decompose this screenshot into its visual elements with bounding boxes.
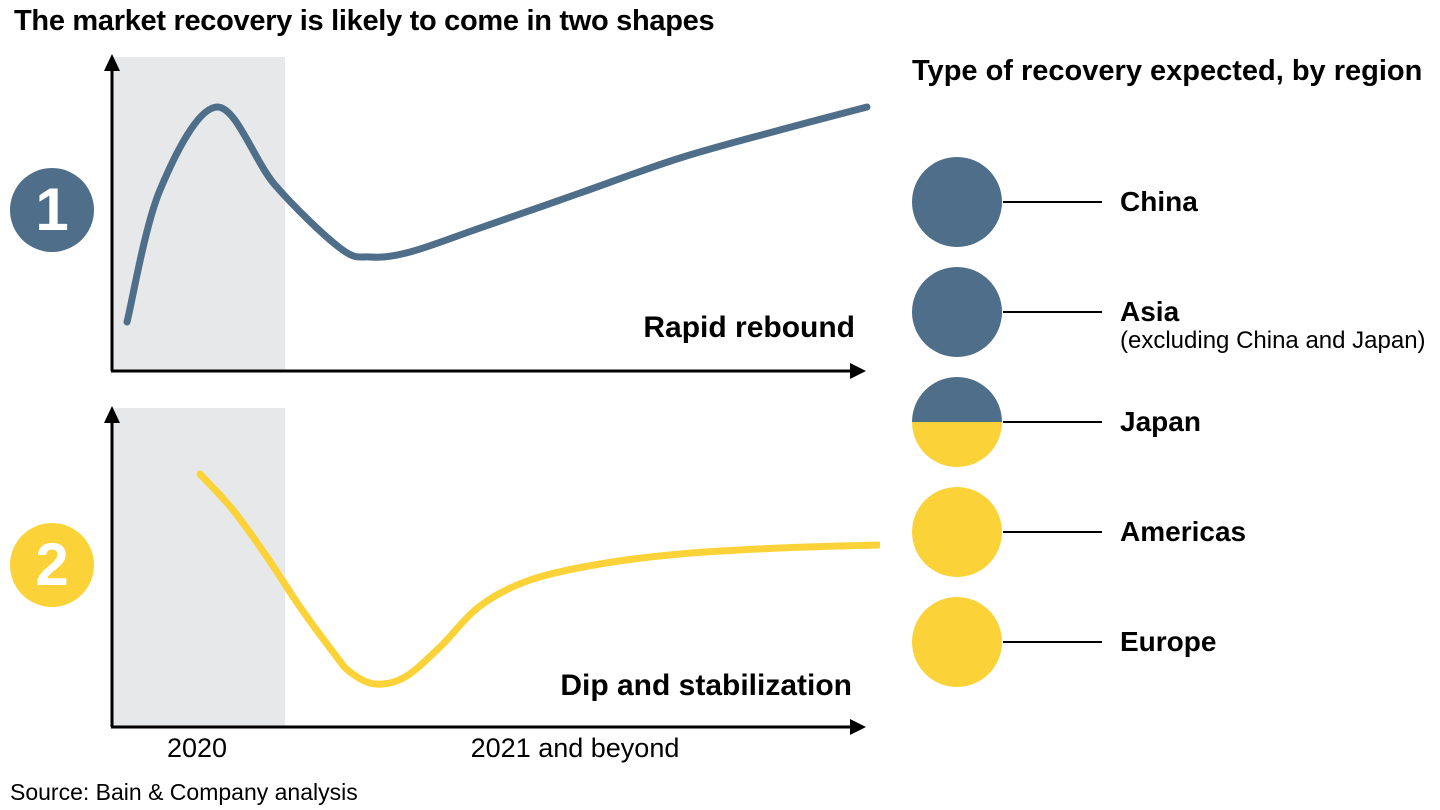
connector-line xyxy=(1003,201,1102,203)
source-note: Source: Bain & Company analysis xyxy=(10,779,358,805)
legend-row: Europe xyxy=(912,597,1216,687)
x-label-2020: 2020 xyxy=(166,733,228,763)
region-texts: Europe xyxy=(1120,627,1216,657)
region-name: China xyxy=(1120,186,1198,217)
chart1-badge: 1 xyxy=(10,168,94,252)
connector-line xyxy=(1003,421,1102,423)
rapid-rebound-curve xyxy=(123,103,871,326)
region-dot xyxy=(912,377,1002,467)
chart2-canvas xyxy=(104,406,880,735)
connector-line xyxy=(1003,311,1102,313)
region-name: Asia xyxy=(1120,296,1180,327)
x-label-2021-beyond: 2021 and beyond xyxy=(470,733,680,763)
shaded-2020-region xyxy=(113,57,285,371)
region-subtext: (excluding China and Japan) xyxy=(1120,327,1426,354)
x-axis-arrowhead xyxy=(850,363,866,379)
region-texts: Americas xyxy=(1120,517,1246,547)
connector-line xyxy=(1003,641,1102,643)
region-dot xyxy=(912,157,1002,247)
shaded-2020-region xyxy=(113,408,285,727)
y-axis-arrowhead xyxy=(104,406,120,423)
region-name: Europe xyxy=(1120,626,1217,657)
chart2-badge: 2 xyxy=(10,523,94,607)
legend-row: China xyxy=(912,157,1198,247)
page-title: The market recovery is likely to come in… xyxy=(14,5,715,37)
region-name: Americas xyxy=(1120,516,1247,547)
chart1-canvas xyxy=(104,54,871,379)
region-texts: Asia (excluding China and Japan) xyxy=(1120,296,1426,355)
chart1-shape-label: Rapid rebound xyxy=(643,311,855,344)
y-axis-arrowhead xyxy=(104,54,120,71)
region-name: Japan xyxy=(1120,406,1201,437)
legend-row: Americas xyxy=(912,487,1246,577)
region-dot xyxy=(912,597,1002,687)
dip-stabilization-curve xyxy=(196,470,880,688)
chart2-shape-label: Dip and stabilization xyxy=(560,669,852,702)
region-texts: China xyxy=(1120,187,1198,217)
region-texts: Japan xyxy=(1120,407,1201,437)
connector-line xyxy=(1003,531,1102,533)
legend-row: Japan xyxy=(912,377,1201,467)
x-axis-arrowhead xyxy=(850,719,866,735)
region-dot xyxy=(912,487,1002,577)
region-dot xyxy=(912,267,1002,357)
legend-header: Type of recovery expected, by region xyxy=(912,55,1423,87)
legend-row: Asia (excluding China and Japan) xyxy=(912,267,1426,357)
